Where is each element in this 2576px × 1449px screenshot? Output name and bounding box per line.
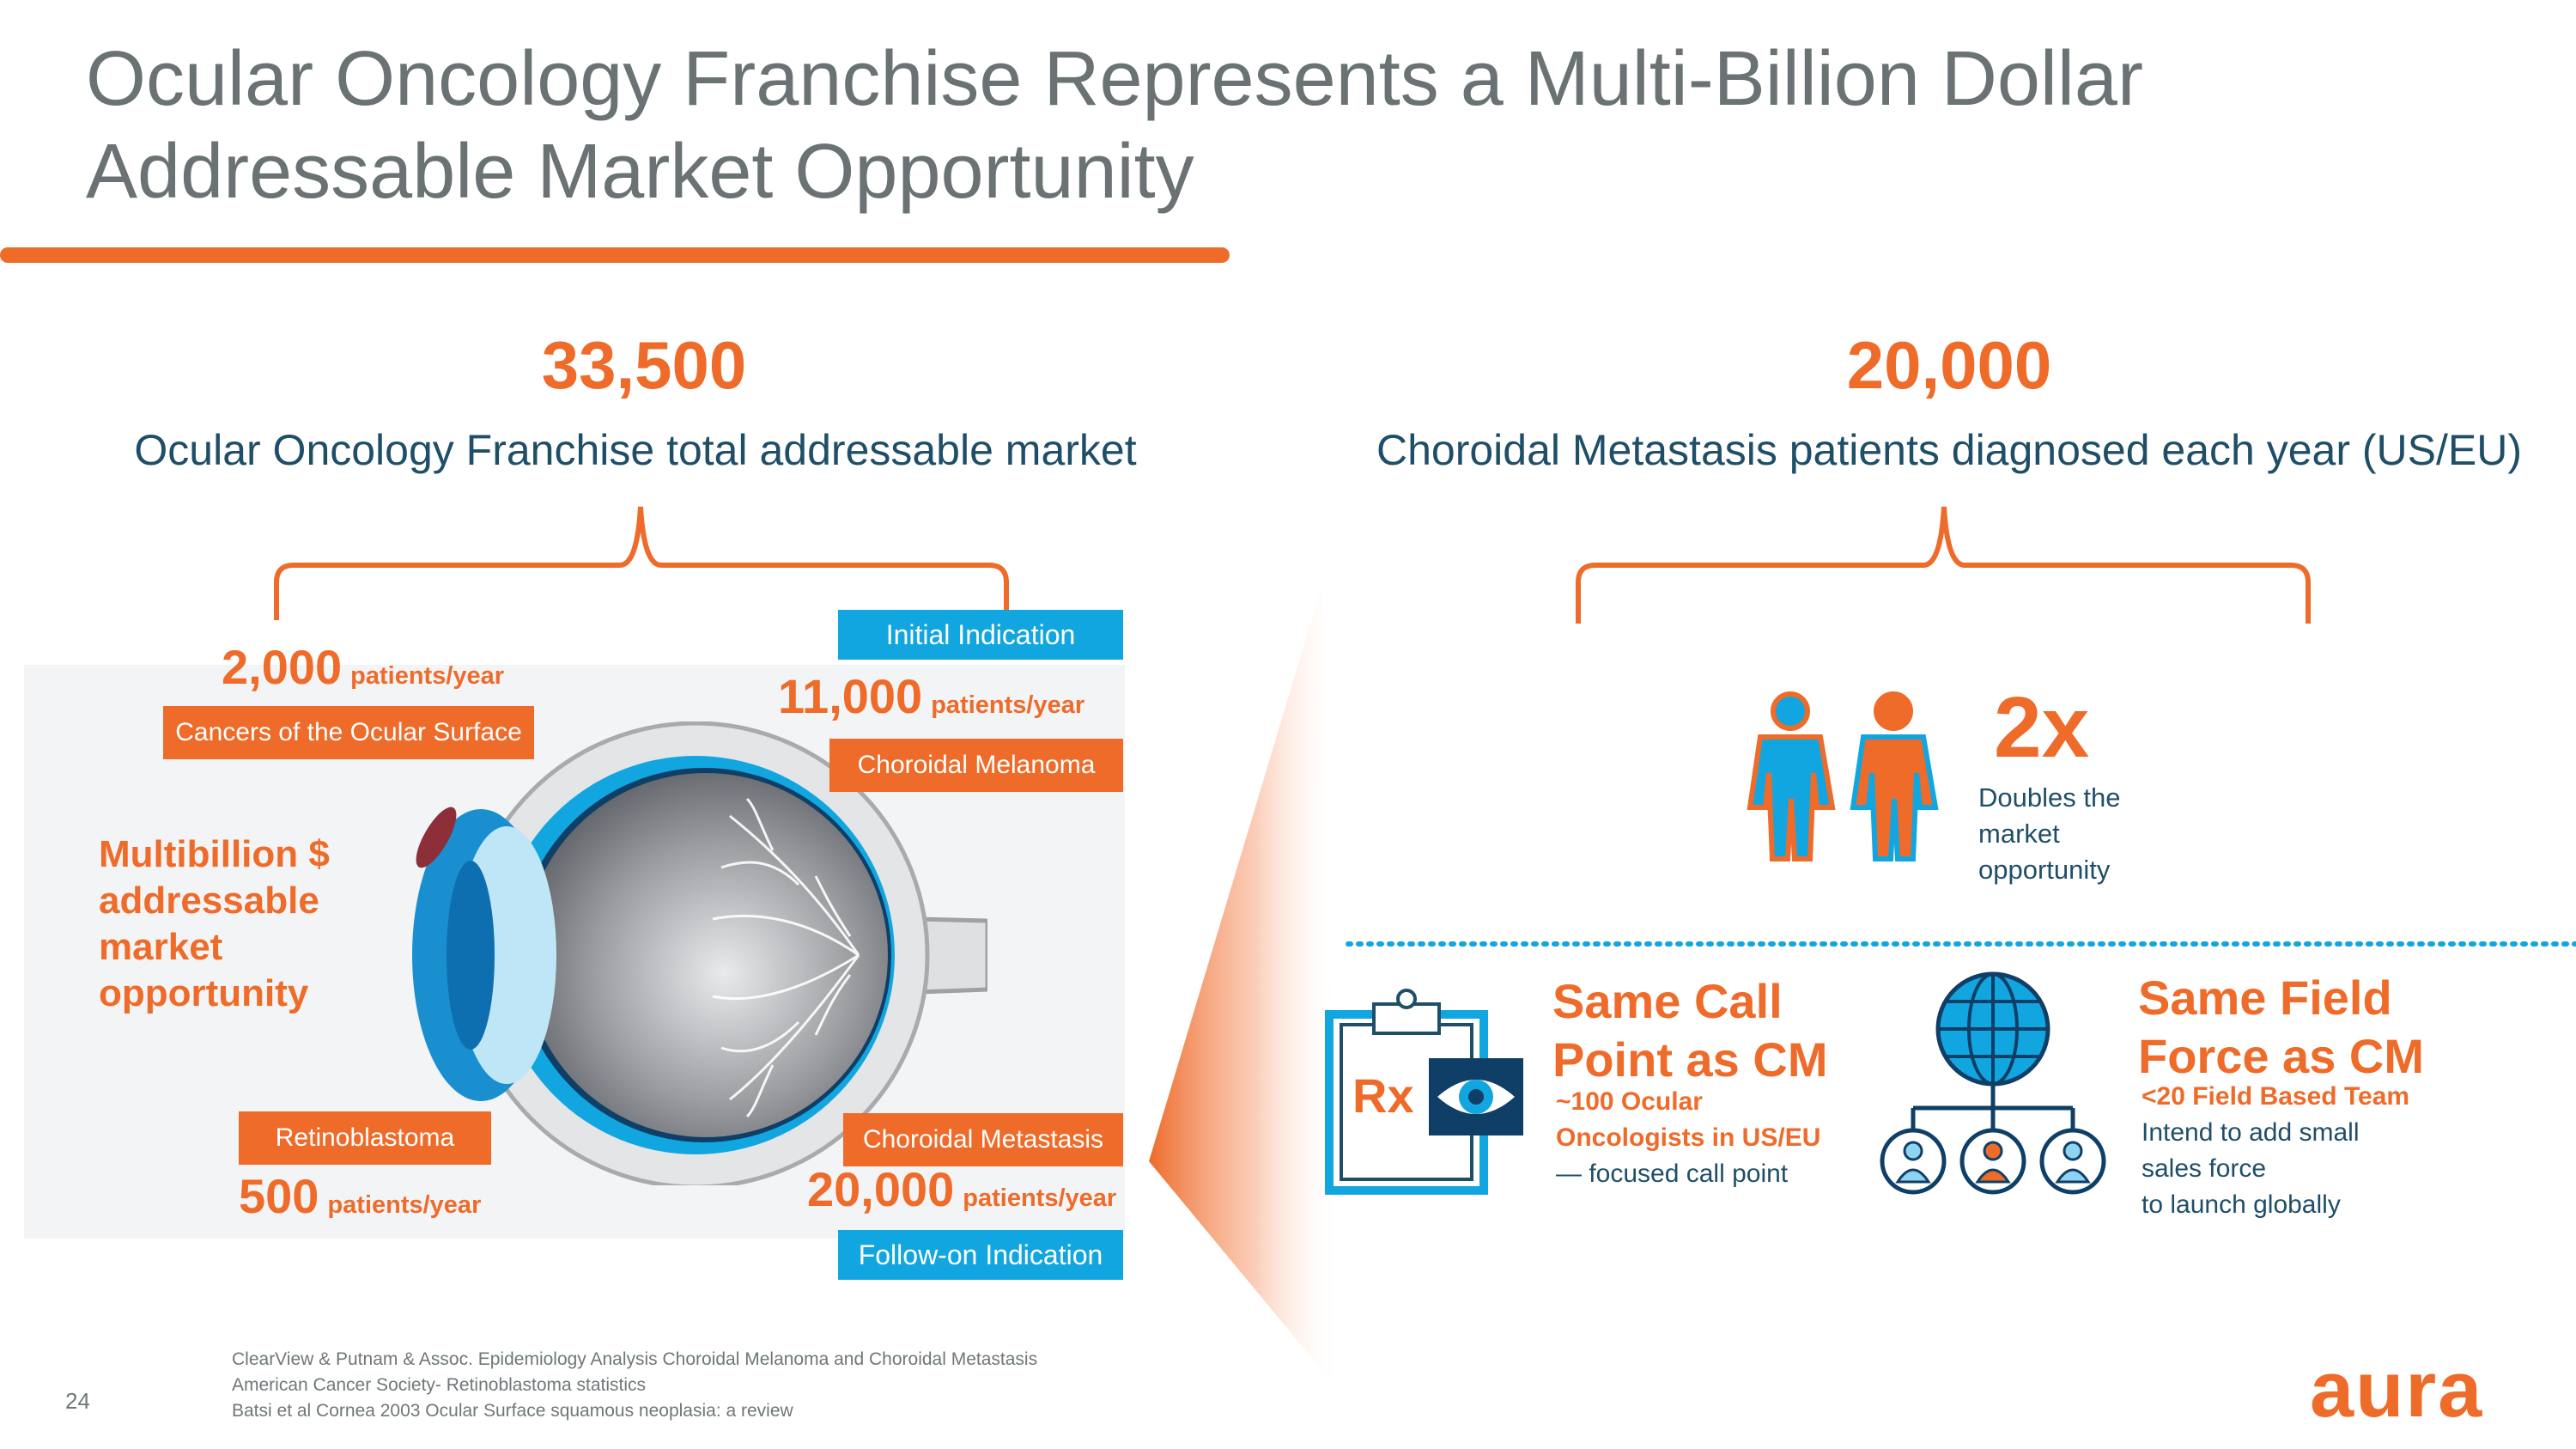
globe-network-icon [1880,971,2106,1195]
multiplier-desc-line-1: Doubles the [1978,782,2121,813]
field-force-heading-line-2: Force as CM [2138,1029,2424,1083]
call-point-heading-line-1: Same Call [1552,974,1783,1028]
page-title: Ocular Oncology Franchise Represents a M… [86,36,2143,215]
follow-on-indication-badge: Follow-on Indication [838,1230,1123,1280]
call-point-sub-line-2: Oncologists in US/EU [1556,1123,1821,1152]
retinoblastoma-count: 500 patients/year [239,1168,481,1224]
footnotes: ClearView & Putnam & Assoc. Epidemiology… [232,1347,1037,1424]
field-force-heading-line-1: Same Field [2138,971,2392,1025]
aura-logo: aura [2310,1346,2484,1434]
multiplier-desc-line-3: opportunity [1978,855,2111,885]
multibillion-line-3: market [99,926,223,968]
footnote-2: American Cancer Society- Retinoblastoma … [232,1375,647,1395]
right-total-number: 20,000 [1846,327,2052,403]
right-brace [1576,506,2311,624]
choroidal-metastasis-label: Choroidal Metastasis [843,1113,1123,1166]
ocular-surface-unit: patients/year [350,662,505,690]
multiplier-description: Doubles the market opportunity [1978,780,2120,888]
call-point-details: ~100 Ocular Oncologists in US/EU — focus… [1556,1084,1820,1192]
field-force-sub-line-1: Intend to add small [2142,1118,2360,1147]
right-caption: Choroidal Metastasis patients diagnosed … [1376,426,2522,474]
people-icon [1747,691,1939,861]
rx-label: Rx [1352,1068,1414,1123]
choroidal-melanoma-number: 11,000 [778,669,923,723]
multiplier: 2x [1994,679,2090,776]
retinoblastoma-label: Retinoblastoma [239,1111,491,1165]
retinoblastoma-unit: patients/year [327,1191,482,1219]
choroidal-metastasis-unit: patients/year [963,1184,1117,1212]
left-total-number: 33,500 [541,327,747,403]
multibillion-line-1: Multibillion $ [99,833,330,875]
retinoblastoma-number: 500 [239,1169,319,1223]
call-point-heading-line-2: Point as CM [1552,1032,1828,1087]
ocular-surface-count: 2,000 patients/year [222,639,504,695]
ocular-surface-label: Cancers of the Ocular Surface [163,706,534,759]
field-force-heading: Same Field Force as CM [2138,969,2424,1086]
eye-icon [1429,1058,1523,1135]
multibillion-text: Multibillion $ addressable market opport… [99,831,330,1017]
choroidal-metastasis-count: 20,000 patients/year [807,1161,1116,1217]
page-number: 24 [65,1388,90,1414]
footnote-1: ClearView & Putnam & Assoc. Epidemiology… [232,1349,1038,1369]
footnote-3: Batsi et al Cornea 2003 Ocular Surface s… [232,1401,793,1421]
call-point-heading: Same Call Point as CM [1552,972,1827,1089]
left-brace [274,506,1009,620]
initial-indication-badge: Initial Indication [838,610,1123,660]
multibillion-line-4: opportunity [99,972,309,1014]
choroidal-melanoma-count: 11,000 patients/year [778,668,1084,724]
field-force-sub-bold: <20 Field Based Team [2142,1082,2410,1111]
left-caption: Ocular Oncology Franchise total addressa… [134,426,1137,474]
callout-fan [1149,584,1340,1391]
ocular-surface-number: 2,000 [222,640,343,694]
field-force-sub-line-2: sales force [2142,1154,2267,1183]
choroidal-melanoma-label: Choroidal Melanoma [829,739,1123,792]
call-point-sub-line-1: ~100 Ocular [1556,1087,1703,1116]
multibillion-line-2: addressable [99,880,319,922]
choroidal-melanoma-unit: patients/year [931,691,1085,719]
eye-anatomy-icon [412,721,987,1185]
field-force-details: <20 Field Based Team Intend to add small… [2142,1079,2409,1223]
multiplier-desc-line-2: market [1978,819,2060,849]
choroidal-metastasis-number: 20,000 [807,1162,955,1216]
title-underline [0,247,1230,263]
field-force-sub-line-3: to launch globally [2142,1190,2341,1219]
call-point-sub-line-3: — focused call point [1556,1160,1789,1188]
